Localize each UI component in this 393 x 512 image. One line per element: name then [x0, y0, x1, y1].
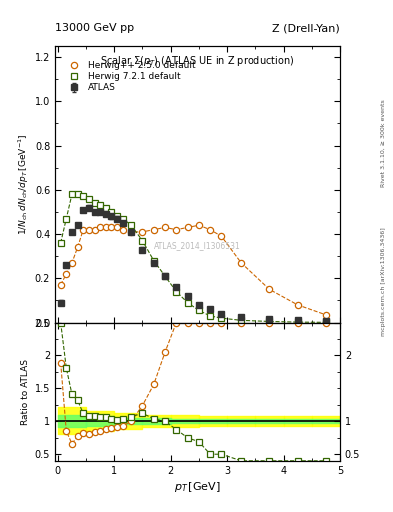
- Herwig 7.2.1 default: [323, 319, 328, 326]
- X-axis label: $p_T\,[\mathrm{GeV}]$: $p_T\,[\mathrm{GeV}]$: [174, 480, 221, 494]
- Y-axis label: $1/N_\mathrm{ch}\,dN_\mathrm{ch}/dp_T\,[\mathrm{GeV}^{-1}]$: $1/N_\mathrm{ch}\,dN_\mathrm{ch}/dp_T\,[…: [16, 134, 31, 235]
- Herwig 7.2.1 default: [295, 319, 300, 325]
- Herwig++ 2.5.0 default: [103, 224, 108, 230]
- Herwig++ 2.5.0 default: [196, 222, 201, 228]
- Herwig 7.2.1 default: [75, 191, 80, 197]
- Herwig++ 2.5.0 default: [163, 224, 167, 230]
- Herwig 7.2.1 default: [103, 204, 108, 210]
- Herwig++ 2.5.0 default: [115, 224, 119, 230]
- Herwig++ 2.5.0 default: [64, 271, 69, 277]
- Herwig++ 2.5.0 default: [239, 260, 244, 266]
- Text: Rivet 3.1.10, ≥ 300k events: Rivet 3.1.10, ≥ 300k events: [381, 99, 386, 187]
- Text: mcplots.cern.ch [arXiv:1306.3436]: mcplots.cern.ch [arXiv:1306.3436]: [381, 227, 386, 336]
- Herwig 7.2.1 default: [140, 238, 145, 244]
- Herwig 7.2.1 default: [58, 240, 63, 246]
- Herwig 7.2.1 default: [196, 307, 201, 313]
- Herwig 7.2.1 default: [120, 216, 125, 222]
- Herwig 7.2.1 default: [109, 209, 114, 215]
- Herwig++ 2.5.0 default: [70, 260, 74, 266]
- Herwig++ 2.5.0 default: [109, 224, 114, 230]
- Text: 13000 GeV pp: 13000 GeV pp: [55, 23, 134, 33]
- Herwig 7.2.1 default: [185, 300, 190, 306]
- Line: Herwig++ 2.5.0 default: Herwig++ 2.5.0 default: [57, 222, 329, 318]
- Herwig++ 2.5.0 default: [267, 286, 272, 292]
- Herwig++ 2.5.0 default: [120, 227, 125, 233]
- Herwig 7.2.1 default: [129, 222, 134, 228]
- Herwig++ 2.5.0 default: [86, 227, 91, 233]
- Herwig++ 2.5.0 default: [185, 224, 190, 230]
- Herwig 7.2.1 default: [86, 196, 91, 202]
- Herwig++ 2.5.0 default: [151, 227, 156, 233]
- Legend: Herwig++ 2.5.0 default, Herwig 7.2.1 default, ATLAS: Herwig++ 2.5.0 default, Herwig 7.2.1 def…: [62, 59, 197, 94]
- Text: Scalar $\Sigma(p_T)$ (ATLAS UE in Z production): Scalar $\Sigma(p_T)$ (ATLAS UE in Z prod…: [100, 54, 295, 69]
- Herwig++ 2.5.0 default: [174, 227, 179, 233]
- Herwig 7.2.1 default: [163, 273, 167, 279]
- Herwig 7.2.1 default: [151, 258, 156, 264]
- Herwig++ 2.5.0 default: [92, 227, 97, 233]
- Herwig++ 2.5.0 default: [208, 227, 213, 233]
- Herwig++ 2.5.0 default: [219, 233, 224, 240]
- Y-axis label: Ratio to ATLAS: Ratio to ATLAS: [22, 359, 31, 424]
- Herwig++ 2.5.0 default: [81, 227, 86, 233]
- Herwig 7.2.1 default: [64, 216, 69, 222]
- Herwig++ 2.5.0 default: [75, 244, 80, 250]
- Text: ATLAS_2014_I1306531: ATLAS_2014_I1306531: [154, 241, 241, 250]
- Herwig++ 2.5.0 default: [98, 224, 103, 230]
- Herwig 7.2.1 default: [92, 200, 97, 206]
- Herwig 7.2.1 default: [174, 289, 179, 295]
- Text: Z (Drell-Yan): Z (Drell-Yan): [272, 23, 340, 33]
- Herwig 7.2.1 default: [208, 313, 213, 319]
- Herwig++ 2.5.0 default: [323, 312, 328, 318]
- Herwig 7.2.1 default: [115, 214, 119, 220]
- Herwig 7.2.1 default: [81, 194, 86, 200]
- Herwig 7.2.1 default: [70, 191, 74, 197]
- Line: Herwig 7.2.1 default: Herwig 7.2.1 default: [57, 191, 329, 326]
- Herwig++ 2.5.0 default: [140, 229, 145, 235]
- Herwig++ 2.5.0 default: [129, 229, 134, 235]
- Herwig++ 2.5.0 default: [295, 302, 300, 308]
- Herwig 7.2.1 default: [98, 202, 103, 208]
- Herwig 7.2.1 default: [219, 315, 224, 321]
- Herwig 7.2.1 default: [267, 318, 272, 325]
- Herwig++ 2.5.0 default: [58, 282, 63, 288]
- Herwig 7.2.1 default: [239, 317, 244, 324]
